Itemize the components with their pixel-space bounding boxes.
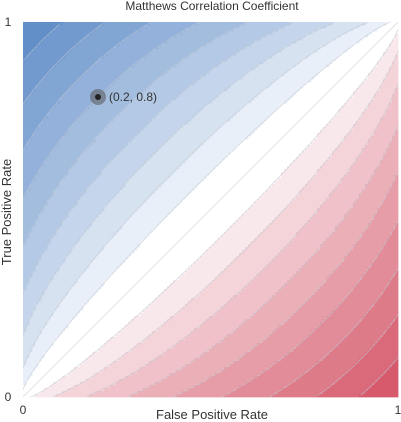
contour-band-fill <box>359 358 399 398</box>
contour-line <box>22 21 249 248</box>
contour-line <box>22 21 391 390</box>
y-axis-label: True Positive Rate <box>0 159 14 265</box>
contour-line <box>52 50 399 398</box>
contour-band <box>359 358 399 398</box>
contour-line <box>22 22 335 336</box>
contour-band-fill <box>23 22 63 62</box>
contour-line <box>22 21 399 398</box>
contour-line <box>270 268 399 397</box>
contour-line <box>317 314 399 397</box>
x-tick-label: 0 <box>20 403 27 417</box>
contour-band <box>23 22 63 62</box>
marker-label: (0.2, 0.8) <box>109 90 157 104</box>
contour-line <box>22 22 151 151</box>
tick-labels: 0 1 0 1 <box>5 15 401 417</box>
contour-line <box>22 21 369 369</box>
contour-line <box>127 125 399 397</box>
contour-band <box>23 22 198 197</box>
contour-line <box>221 220 399 398</box>
x-axis-label: False Positive Rate <box>156 407 268 422</box>
contour-band <box>23 22 150 149</box>
marker-point[interactable] <box>95 94 101 100</box>
contour-band-fill <box>23 22 198 197</box>
contour-band-fill <box>23 22 105 104</box>
contour-line <box>30 29 399 398</box>
contour-lines <box>22 21 399 398</box>
contour-band-fill <box>224 223 399 398</box>
contour-line <box>22 22 294 294</box>
contour-band <box>317 316 399 398</box>
plot-area <box>22 21 399 398</box>
chart-title: Matthews Correlation Coefficient <box>125 0 299 13</box>
y-tick-label: 1 <box>5 15 12 29</box>
contour-line <box>86 83 399 397</box>
contour-line <box>22 21 200 199</box>
contour-band-fill <box>317 316 399 398</box>
contour-line <box>360 357 399 396</box>
marker-group: (0.2, 0.8) <box>90 89 157 105</box>
x-tick-label: 1 <box>395 403 401 417</box>
contour-band-fill <box>272 271 399 398</box>
contour-line <box>22 22 104 105</box>
y-tick-label: 0 <box>5 390 12 404</box>
contour-band <box>224 223 399 398</box>
contour-band-fill <box>23 22 150 149</box>
contour-band <box>272 271 399 398</box>
contour-line <box>22 23 61 62</box>
contour-band <box>23 22 105 104</box>
contour-line <box>172 171 399 398</box>
